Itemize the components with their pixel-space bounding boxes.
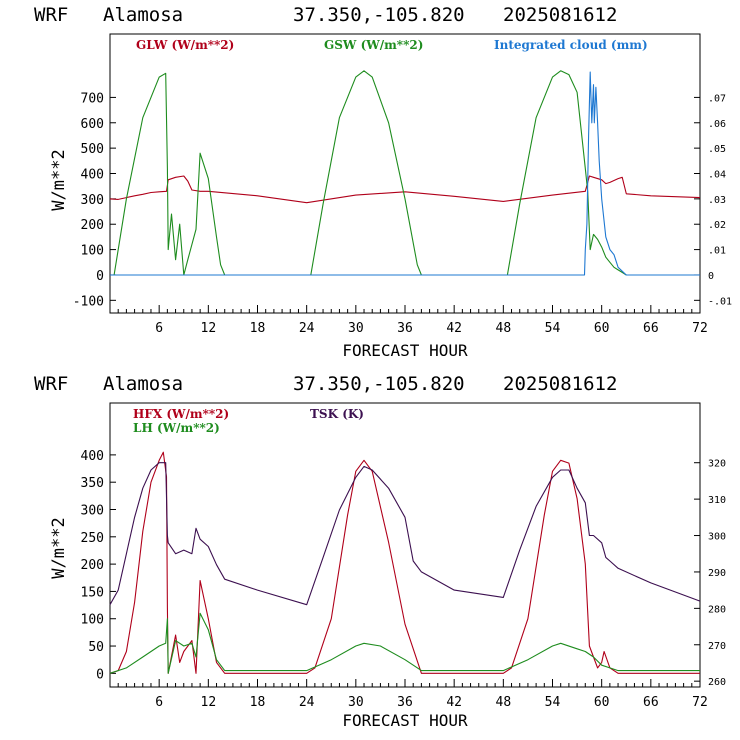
x-tick-label: 30 (348, 321, 364, 336)
top-x-axis-label: FORECAST HOUR (342, 341, 468, 360)
y2-tick-label: 290 (708, 568, 726, 579)
y-tick-label: 100 (81, 244, 104, 259)
top-left-axis: -100 0 100 200 300 400 500 600 700 (73, 91, 116, 309)
top-header-coords: 37.350,-105.820 (293, 4, 465, 26)
y2-tick-label: .06 (708, 119, 726, 130)
bottom-header-site: Alamosa (103, 373, 183, 395)
x-tick-label: 42 (446, 695, 462, 710)
y2-tick-label: .03 (708, 195, 726, 206)
y-tick-label: -100 (73, 294, 104, 309)
x-tick-label: 6 (155, 695, 163, 710)
y-tick-label: 500 (81, 142, 104, 157)
y2-tick-label: -.01 (708, 296, 732, 307)
y2-tick-label: 320 (708, 459, 726, 470)
y-tick-label: 350 (81, 476, 104, 491)
series-line-2 (109, 462, 701, 606)
top-y-axis-label: W/m**2 (49, 149, 69, 210)
y2-tick-label: 300 (708, 532, 726, 543)
top-legend-glw: GLW (W/m**2) (136, 38, 234, 52)
x-tick-label: 36 (397, 695, 413, 710)
series-line-1 (110, 70, 700, 276)
y2-tick-label: 310 (708, 495, 726, 506)
bottom-left-axis: 0 50 100 150 200 250 300 350 400 (81, 449, 116, 682)
bottom-x-axis: 6 12 18 24 30 36 42 48 54 60 66 72 (117, 679, 708, 710)
x-tick-label: 30 (348, 695, 364, 710)
y2-tick-label: .04 (708, 170, 726, 181)
top-header-model: WRF (34, 4, 68, 26)
y-tick-label: 600 (81, 117, 104, 132)
bottom-series-group (109, 451, 701, 674)
x-tick-label: 66 (643, 321, 659, 336)
y-tick-label: 400 (81, 449, 104, 464)
y-tick-label: 300 (81, 193, 104, 208)
x-tick-label: 42 (446, 321, 462, 336)
x-tick-label: 60 (594, 695, 610, 710)
y2-tick-label: .07 (708, 93, 726, 104)
y-tick-label: 200 (81, 218, 104, 233)
x-tick-label: 12 (201, 695, 217, 710)
y-tick-label: 50 (88, 640, 104, 655)
y2-tick-label: 260 (708, 677, 726, 688)
top-right-axis: -.01 0 .01 .02 .03 .04 .05 .06 .07 (694, 93, 732, 307)
series-line-2 (110, 71, 700, 276)
bottom-header-coords: 37.350,-105.820 (293, 373, 465, 395)
y2-tick-label: .05 (708, 144, 726, 155)
y2-tick-label: .01 (708, 246, 726, 257)
y-tick-label: 300 (81, 504, 104, 519)
y-tick-label: 700 (81, 91, 104, 106)
bottom-header-model: WRF (34, 373, 68, 395)
x-tick-label: 24 (299, 695, 315, 710)
y-tick-label: 100 (81, 613, 104, 628)
y2-tick-label: 0 (708, 271, 714, 282)
y2-tick-label: .02 (708, 220, 726, 231)
top-legend-gsw: GSW (W/m**2) (324, 38, 423, 52)
y-tick-label: 400 (81, 168, 104, 183)
bottom-x-axis-label: FORECAST HOUR (342, 711, 468, 730)
x-tick-label: 48 (496, 321, 512, 336)
top-x-axis: 6 12 18 24 30 36 42 48 54 60 66 72 (117, 305, 708, 336)
top-chart: WRF Alamosa 37.350,-105.820 2025081612 -… (34, 4, 732, 360)
top-series-group (109, 70, 701, 276)
series-line-0 (109, 175, 701, 204)
top-header-run: 2025081612 (503, 4, 617, 26)
x-tick-label: 60 (594, 321, 610, 336)
bottom-plot-frame (109, 402, 701, 688)
y2-tick-label: 280 (708, 604, 726, 615)
x-tick-label: 36 (397, 321, 413, 336)
x-tick-label: 72 (692, 321, 708, 336)
bottom-legend-lh: LH (W/m**2) (133, 421, 220, 435)
x-tick-label: 24 (299, 321, 315, 336)
x-tick-label: 18 (250, 321, 266, 336)
y-tick-label: 200 (81, 558, 104, 573)
bottom-right-axis: 260 270 280 290 300 310 320 (694, 459, 726, 688)
top-legend-cloud: Integrated cloud (mm) (494, 38, 648, 52)
bottom-y-axis-label: W/m**2 (49, 517, 69, 578)
top-header-site: Alamosa (103, 4, 183, 26)
x-tick-label: 48 (496, 695, 512, 710)
x-tick-label: 72 (692, 695, 708, 710)
x-tick-label: 54 (545, 695, 561, 710)
x-tick-label: 12 (201, 321, 217, 336)
y-tick-label: 0 (96, 269, 104, 284)
bottom-legend-hfx: HFX (W/m**2) (133, 407, 229, 421)
bottom-legend-tsk: TSK (K) (310, 407, 364, 421)
y-tick-label: 250 (81, 531, 104, 546)
bottom-header-run: 2025081612 (503, 373, 617, 395)
y-tick-label: 0 (96, 667, 104, 682)
x-tick-label: 6 (155, 321, 163, 336)
series-line-1 (109, 612, 700, 674)
y2-tick-label: 270 (708, 641, 726, 652)
x-tick-label: 54 (545, 321, 561, 336)
x-tick-label: 18 (250, 695, 266, 710)
y-tick-label: 150 (81, 585, 104, 600)
bottom-chart: WRF Alamosa 37.350,-105.820 2025081612 0… (34, 373, 726, 730)
x-tick-label: 66 (643, 695, 659, 710)
